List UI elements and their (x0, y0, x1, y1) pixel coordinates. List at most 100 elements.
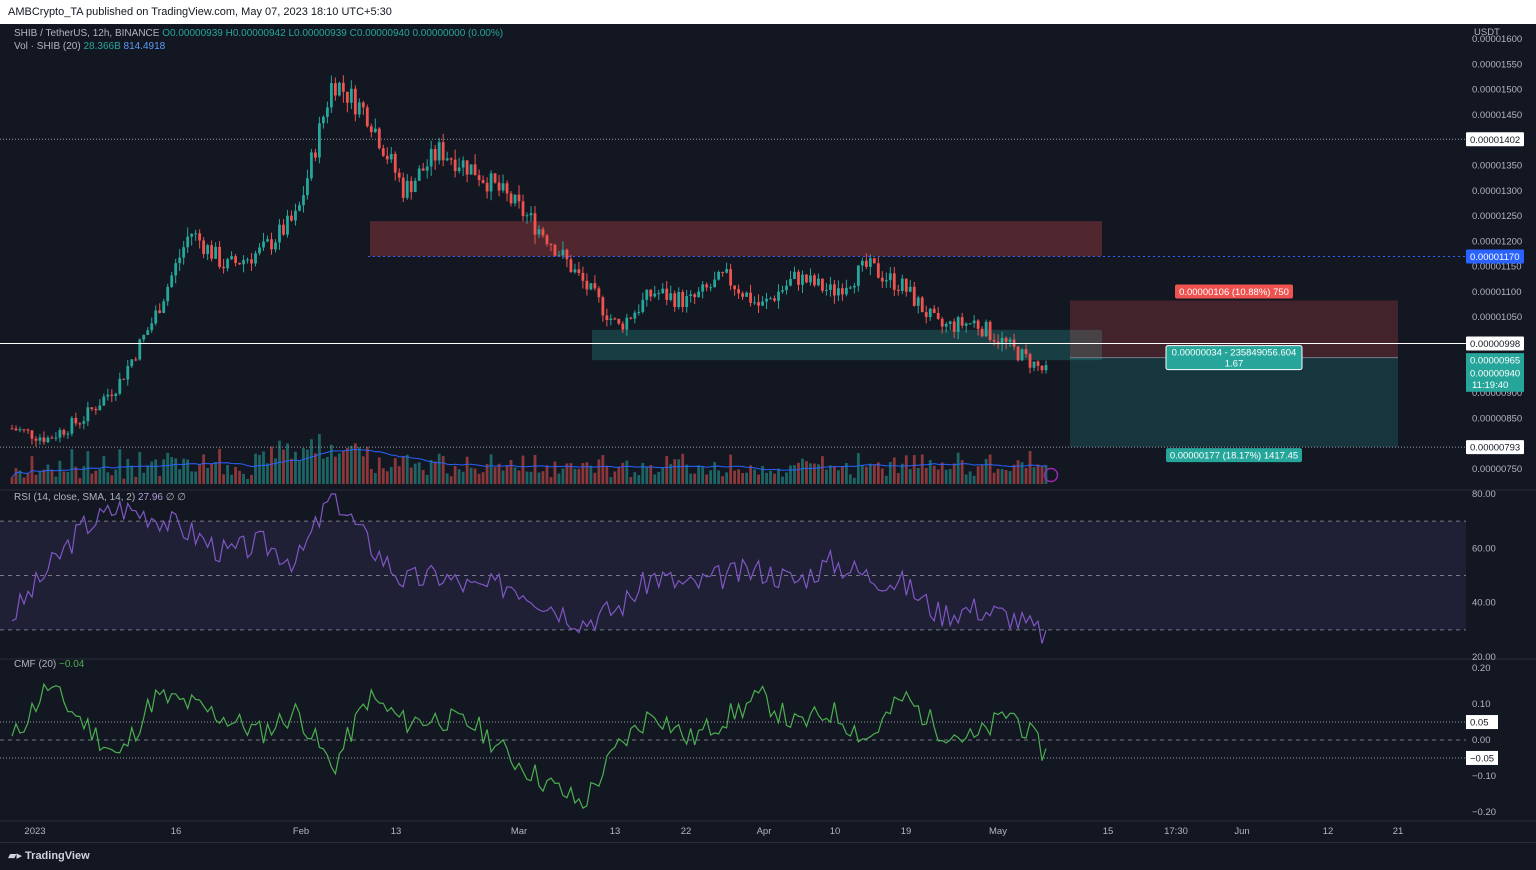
price-tick-label: 0.00001300 (1472, 186, 1522, 197)
volume-bar (50, 469, 54, 484)
candle-body (633, 312, 637, 319)
candle-body (657, 293, 661, 295)
tradingview-logo[interactable]: ▰▸ TradingView (8, 849, 90, 862)
candle-body (944, 323, 948, 327)
candle-body (409, 180, 413, 193)
volume-bar (876, 462, 880, 484)
candle-body (270, 239, 273, 250)
candle-body (306, 178, 309, 196)
volume-bar (186, 459, 190, 484)
candle-body (517, 194, 521, 202)
volume-bar (318, 434, 321, 484)
volume-bar (860, 465, 864, 484)
volume-bar (585, 462, 589, 484)
price-tick-label: 0.00001450 (1472, 110, 1522, 121)
candle-body (653, 293, 657, 297)
volume-bar (58, 460, 62, 484)
candle-body (42, 437, 46, 443)
candle-body (860, 260, 864, 266)
volume-bar (749, 465, 752, 484)
candle-body (896, 289, 900, 291)
volume-bar (833, 465, 836, 484)
candle-body (717, 271, 721, 280)
time-tick-label: 13 (391, 826, 402, 837)
volume-bar (888, 461, 892, 484)
volume-bar (254, 453, 257, 484)
candle-body (82, 421, 86, 424)
candle-body (30, 430, 34, 439)
volume-bar (90, 473, 94, 484)
candle-body (581, 272, 585, 281)
candle-body (777, 291, 780, 301)
volume-bar (852, 477, 856, 484)
volume-bar (333, 456, 337, 484)
volume-bar (601, 455, 605, 484)
candle-body (126, 366, 130, 380)
volume-bar (785, 472, 788, 484)
rsi-value: 27.96 (137, 492, 163, 503)
volume-bar (325, 456, 329, 484)
candle-body (146, 330, 150, 336)
volume-bar (681, 453, 685, 484)
candle-body (421, 168, 425, 171)
volume-bar (617, 467, 621, 484)
candle-body (385, 155, 389, 160)
candle-body (349, 88, 353, 103)
volume-bar (178, 469, 182, 484)
cmf-legend: CMF (20) −0.04 (14, 659, 84, 670)
volume-bar (266, 463, 269, 484)
volume-bar (900, 463, 904, 484)
candle-body (565, 249, 569, 260)
volume-bar (206, 467, 210, 484)
candle-body (920, 297, 924, 313)
volume-bar (741, 473, 744, 484)
volume-bar (561, 468, 565, 484)
candle-body (1000, 338, 1004, 345)
volume-bar (1024, 467, 1028, 484)
volume-bar (337, 453, 341, 484)
volume-bar (361, 456, 365, 484)
volume-bar (246, 478, 249, 484)
candle-body (1032, 361, 1036, 368)
candle-body (226, 259, 229, 269)
candle-body (637, 311, 641, 313)
volume-bar (813, 463, 816, 484)
candle-body (649, 289, 653, 297)
volume-bar (74, 466, 78, 484)
candle-body (22, 429, 26, 431)
volume-bar (593, 472, 597, 484)
candle-body (513, 194, 517, 204)
candle-body (381, 148, 385, 156)
volume-bar (717, 470, 721, 484)
candle-body (290, 215, 293, 221)
candle-body (844, 287, 848, 295)
volume-bar (505, 465, 509, 484)
candle-body (405, 180, 409, 198)
candle-body (445, 158, 449, 161)
volume-bar (797, 462, 800, 484)
supply-zone (370, 221, 1102, 257)
candle-body (425, 166, 429, 171)
candle-body (174, 263, 178, 276)
candle-body (505, 183, 509, 194)
last-price-badge (1466, 365, 1524, 392)
volume-bar (737, 469, 740, 484)
volume-bar (661, 467, 665, 484)
volume-bar (972, 475, 976, 484)
volume-bar (609, 477, 613, 484)
candle-body (745, 292, 748, 297)
candle-body (605, 315, 609, 321)
volume-bar (393, 458, 397, 484)
volume-bar (529, 471, 533, 484)
volume-bar (226, 464, 229, 484)
rsi-tick-label: 40.00 (1472, 598, 1496, 609)
volume-bar (234, 466, 237, 484)
volume-bar (713, 462, 717, 484)
volume-bar (485, 464, 489, 484)
candle-body (833, 284, 836, 296)
volume-bar (537, 472, 541, 484)
candle-body (218, 246, 221, 267)
candle-body (992, 340, 996, 342)
candle-body (948, 321, 952, 324)
